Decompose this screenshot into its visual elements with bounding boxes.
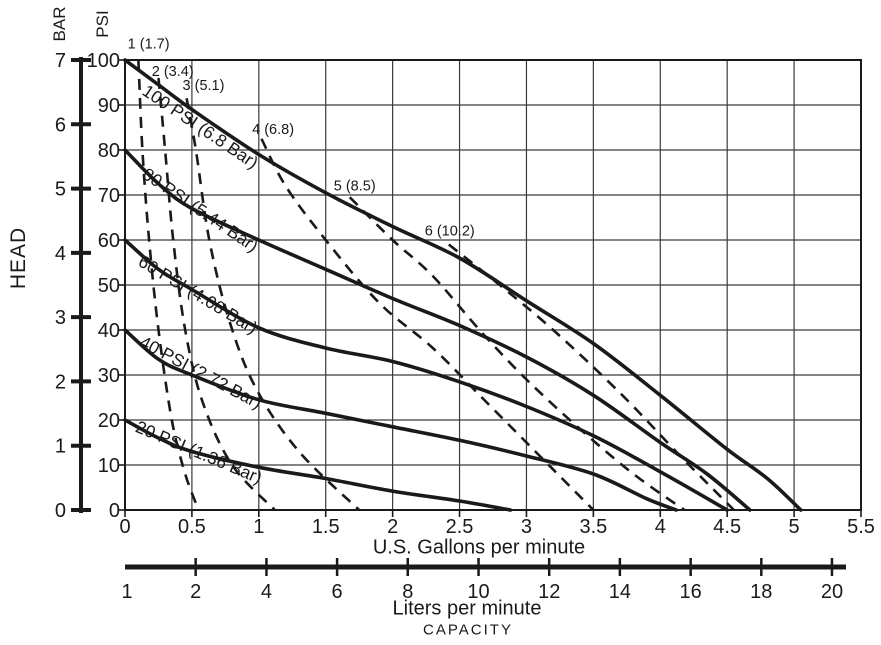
- psi-tick-label: 50: [98, 275, 120, 297]
- psi-tick-label: 100: [87, 50, 120, 72]
- bar-tick-label: 7: [55, 50, 66, 72]
- liters-tick-label: 8: [402, 581, 413, 603]
- pressure-curve-3: [123, 238, 729, 512]
- gallons-tick-label: 4: [655, 516, 666, 538]
- bar-tick-label: 0: [55, 500, 66, 522]
- pressure-curve-5: [123, 418, 513, 512]
- gallons-tick-label: 2: [387, 516, 398, 538]
- psi-tick-label: 90: [98, 95, 120, 117]
- dashed-curve-label-3: 3 (5.1): [183, 78, 225, 94]
- psi-tick-label: 40: [98, 320, 120, 342]
- gallons-tick-label: 1.5: [312, 516, 340, 538]
- dashed-curve-label-1: 1 (1.7): [128, 36, 170, 52]
- head-axis-title: HEAD: [7, 226, 30, 290]
- liters-tick-label: 1: [121, 581, 132, 603]
- dashed-curve-4: [260, 138, 595, 511]
- gallons-tick-label: 5.5: [847, 516, 875, 538]
- pressure-curve-label-1: 100 PSI (6.8 Bar): [139, 80, 262, 172]
- grid-lines: [125, 60, 861, 510]
- gallons-tick-label: 0.5: [178, 516, 206, 538]
- psi-tick-label: 60: [98, 230, 120, 252]
- bar-tick-label: 2: [55, 371, 66, 393]
- bar-tick-label: 6: [55, 114, 66, 136]
- liters-tick-label: 6: [332, 581, 343, 603]
- dashed-curve-2: [157, 77, 276, 511]
- dashed-curve-6: [447, 243, 735, 511]
- dashed-curve-label-5: 5 (8.5): [334, 179, 376, 195]
- pressure-curve-2: [123, 148, 752, 512]
- psi-tick-label: 20: [98, 410, 120, 432]
- liters-tick-label: 2: [190, 581, 201, 603]
- psi-tick-label: 0: [109, 500, 120, 522]
- liters-tick-label: 10: [467, 581, 489, 603]
- liters-tick-label: 4: [261, 581, 272, 603]
- gallons-tick-label: 2.5: [446, 516, 474, 538]
- gallons-tick-label: 3: [521, 516, 532, 538]
- gallons-tick-label: 5: [789, 516, 800, 538]
- pressure-curve-1: [123, 58, 803, 512]
- psi-tick-label: 70: [98, 185, 120, 207]
- psi-tick-label: 80: [98, 140, 120, 162]
- bar-tick-label: 3: [55, 307, 66, 329]
- gallons-tick-label: 3.5: [579, 516, 607, 538]
- pressure-curve-label-5: 20 PSI (1.36 Bar): [133, 417, 265, 488]
- bar-tick-label: 1: [55, 436, 66, 458]
- dashed-curve-label-6: 6 (10.2): [425, 224, 475, 240]
- liters-axis-title: Liters per minute: [392, 597, 542, 620]
- bar-axis-title: BAR: [50, 6, 69, 42]
- liters-tick-label: 18: [750, 581, 772, 603]
- dashed-curve-5: [348, 196, 686, 512]
- gallons-tick-label: 0: [119, 516, 130, 538]
- dashed-curve-label-4: 4 (6.8): [252, 122, 294, 138]
- psi-tick-label: 30: [98, 365, 120, 387]
- liters-tick-label: 14: [609, 581, 631, 603]
- gallons-tick-label: 1: [253, 516, 264, 538]
- gallons-tick-label: 4.5: [713, 516, 741, 538]
- capacity-axis-title: CAPACITY: [423, 621, 513, 639]
- gallons-axis-title: U.S. Gallons per minute: [372, 536, 586, 559]
- liters-tick-label: 12: [538, 581, 560, 603]
- bar-tick-label: 4: [55, 243, 66, 265]
- liters-tick-label: 20: [821, 581, 843, 603]
- psi-axis-title: PSI: [93, 10, 112, 38]
- liters-tick-label: 16: [680, 581, 702, 603]
- psi-tick-label: 10: [98, 455, 120, 477]
- pressure-curve-4: [123, 328, 679, 512]
- dashed-curve-label-2: 2 (3.4): [152, 64, 194, 80]
- bar-tick-label: 5: [55, 179, 66, 201]
